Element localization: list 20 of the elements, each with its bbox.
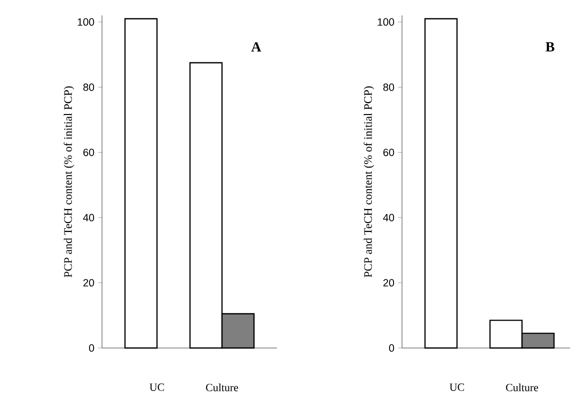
x-tick-label: Culture — [206, 384, 238, 392]
y-tick-label: 20 — [383, 279, 394, 287]
y-tick-label: 0 — [89, 344, 94, 352]
y-tick-label: 0 — [389, 344, 394, 352]
y-tick-label: 40 — [83, 214, 94, 222]
y-tick-label: 100 — [78, 18, 94, 26]
x-tick-label: UC — [450, 384, 464, 391]
y-tick-label: 20 — [83, 279, 94, 287]
y-tick-label: 60 — [83, 148, 94, 156]
y-tick-label: 60 — [383, 148, 394, 156]
x-tick-label: Culture — [506, 384, 538, 392]
y-axis-title: PCP and TeCH content (% of initial PCP) — [64, 86, 74, 278]
y-tick-label: 80 — [83, 84, 94, 91]
text: B — [546, 42, 554, 52]
y-axis-title: PCP and TeCH content (% of initial PCP) — [364, 86, 374, 278]
y-tick-label: 40 — [383, 214, 394, 222]
y-tick-label: 80 — [383, 84, 394, 91]
x-tick-label: UC — [150, 384, 164, 391]
y-tick-label: 100 — [378, 18, 394, 26]
text: A — [251, 42, 262, 52]
